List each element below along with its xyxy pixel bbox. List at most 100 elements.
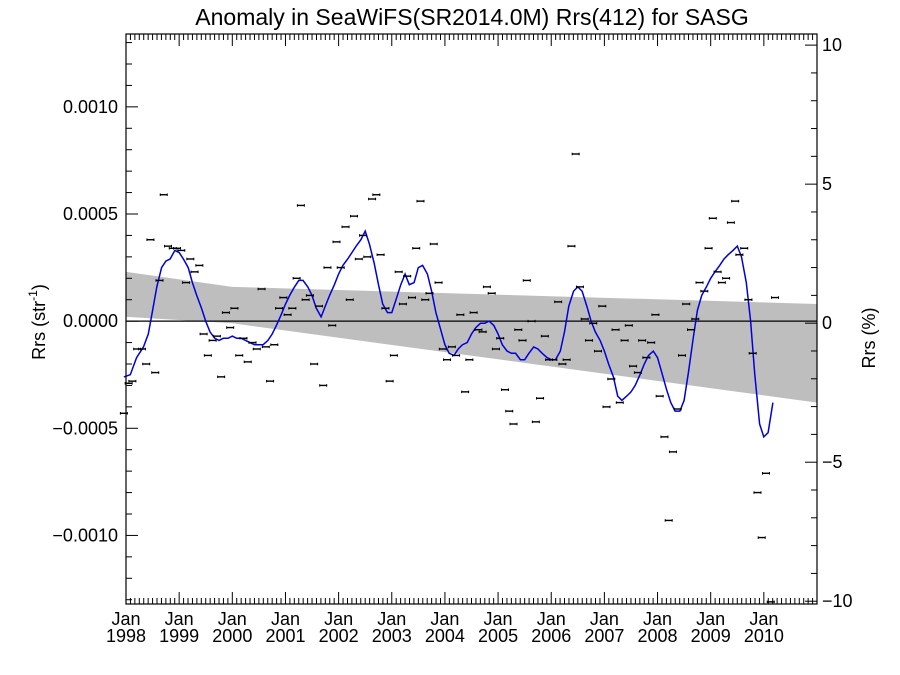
x-tick-month: Jan [696, 609, 725, 629]
y-tick-label: −0.0010 [52, 525, 118, 545]
data-point [310, 362, 319, 366]
x-tick-month: Jan [537, 609, 566, 629]
data-point [474, 328, 483, 331]
data-point [726, 221, 735, 224]
data-point [624, 324, 633, 327]
data-point [584, 339, 593, 342]
data-point [575, 285, 584, 289]
x-tick-year: 2008 [638, 626, 678, 646]
data-point [323, 266, 332, 269]
data-point [465, 358, 474, 361]
data-point [199, 332, 208, 336]
data-point [239, 337, 248, 340]
data-point [717, 281, 726, 284]
data-point [142, 362, 151, 366]
data-point [571, 152, 580, 156]
y-axis-left-label-superscript: -1 [26, 290, 40, 301]
data-point [421, 298, 430, 301]
y-right-tick-label: 0 [822, 313, 832, 333]
data-point [212, 334, 221, 338]
data-point [558, 362, 567, 366]
data-point [664, 519, 673, 522]
data-point [505, 409, 514, 413]
x-tick-year: 2002 [319, 626, 359, 646]
x-tick-year: 2000 [212, 626, 252, 646]
data-point [509, 422, 518, 426]
data-point [288, 307, 297, 310]
data-point [518, 339, 527, 342]
x-tick-year: 2004 [425, 626, 465, 646]
data-point [496, 337, 505, 340]
data-point [567, 244, 576, 248]
data-point [261, 345, 270, 349]
data-point [389, 354, 398, 357]
data-point [531, 420, 540, 424]
data-point [407, 296, 416, 299]
data-point [687, 328, 696, 331]
data-point [629, 364, 638, 368]
data-point [691, 317, 700, 321]
data-point [554, 300, 563, 304]
data-point [478, 330, 487, 334]
x-tick-month: Jan [590, 609, 619, 629]
data-point [381, 307, 390, 310]
data-point [372, 193, 381, 196]
y-tick-label: 0.0000 [63, 311, 118, 331]
data-point [301, 298, 310, 301]
data-point [611, 328, 620, 331]
data-point [753, 491, 762, 494]
x-tick-month: Jan [484, 609, 513, 629]
data-point [607, 377, 616, 381]
data-point [425, 292, 434, 295]
x-tick-month: Jan [218, 609, 247, 629]
confidence-band-layer [126, 271, 817, 403]
data-point [230, 307, 239, 310]
data-point [757, 536, 766, 539]
y-right-tick-label: 5 [822, 174, 832, 194]
x-tick-year: 2006 [531, 626, 571, 646]
data-point [146, 238, 155, 241]
data-point [208, 339, 217, 342]
x-tick-month: Jan [324, 609, 353, 629]
data-point [615, 401, 624, 404]
data-point [748, 352, 757, 355]
data-point [744, 298, 753, 301]
data-point [540, 334, 549, 338]
data-point [190, 270, 199, 274]
data-point [647, 341, 656, 344]
data-point [328, 324, 337, 327]
data-point [443, 358, 452, 361]
y-axis-left-label-close: ) [29, 284, 49, 290]
data-point [195, 264, 204, 267]
data-point [731, 199, 740, 203]
data-point [243, 360, 252, 364]
data-point [633, 371, 642, 374]
tick-labels-layer: 0.0010 0.0005 0.0000 −0.0005 −0.0010 10 5 0 −5 −1… [52, 35, 852, 646]
data-point [655, 394, 664, 398]
data-point [735, 253, 744, 256]
data-point [682, 302, 691, 306]
x-tick-month: Jan [430, 609, 459, 629]
data-point [173, 247, 182, 250]
data-point [336, 266, 345, 269]
data-point [279, 296, 288, 299]
data-point [456, 313, 465, 316]
data-point [638, 339, 647, 342]
x-tick-year: 1999 [159, 626, 199, 646]
data-point [368, 197, 377, 201]
data-point [363, 255, 372, 259]
data-point [398, 302, 407, 306]
data-point [354, 257, 363, 261]
x-tick-month: Jan [643, 609, 672, 629]
data-point [235, 354, 244, 357]
confidence-band [126, 271, 817, 403]
data-point [482, 285, 491, 289]
data-point [549, 358, 558, 361]
x-tick-year: 1998 [106, 626, 146, 646]
data-point [500, 388, 509, 391]
data-point [163, 244, 172, 248]
data-point [594, 349, 603, 353]
data-point [700, 289, 709, 293]
data-point [137, 347, 146, 351]
data-point [491, 347, 500, 351]
